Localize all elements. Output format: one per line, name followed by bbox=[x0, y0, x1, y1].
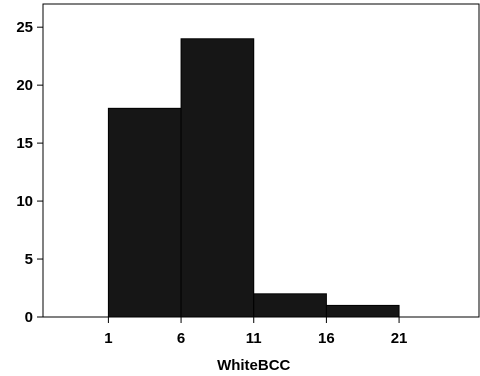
y-tick-label: 25 bbox=[16, 19, 33, 36]
y-axis: 0 5 10 15 20 25 bbox=[16, 19, 43, 326]
y-tick-label: 15 bbox=[16, 135, 33, 152]
x-tick-label: 1 bbox=[104, 330, 112, 347]
y-tick-label: 10 bbox=[16, 193, 33, 210]
x-tick-label: 11 bbox=[246, 330, 262, 347]
histogram-bar-4 bbox=[325, 304, 400, 318]
y-tick-label: 0 bbox=[25, 309, 33, 326]
histogram-bar-3 bbox=[253, 293, 327, 318]
plot-frame bbox=[42, 3, 480, 318]
y-tick-label: 5 bbox=[25, 251, 33, 268]
x-axis: 1 6 11 16 21 bbox=[104, 317, 407, 347]
x-tick-label: 6 bbox=[177, 330, 185, 347]
y-tick-label: 20 bbox=[16, 77, 33, 94]
x-tick-label: 16 bbox=[318, 330, 335, 347]
x-tick-label: 21 bbox=[391, 330, 408, 347]
histogram-bars bbox=[107, 38, 400, 318]
histogram-bar-1 bbox=[107, 107, 182, 318]
histogram-bar-2 bbox=[180, 38, 255, 318]
x-axis-title: WhiteBCC bbox=[217, 357, 290, 374]
